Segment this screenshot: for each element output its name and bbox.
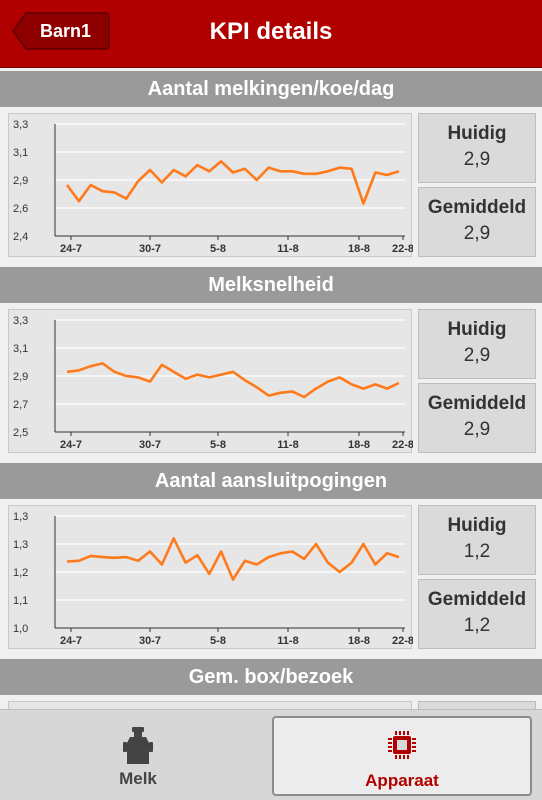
average-label: Gemiddeld (427, 197, 527, 218)
kpi-panel-milk-speed: 3,3 3,1 2,9 2,7 2,5 24-7 30-7 5-8 11-8 18-8 22-8 H… (0, 305, 542, 457)
average-value: 2,9 (463, 419, 491, 440)
tab-apparaat[interactable]: Apparaat (272, 716, 532, 796)
app-header: Barn1 KPI details (0, 0, 542, 68)
current-stat-box: Huidig 1,2 (418, 505, 536, 575)
tab-melk-label: Melk (119, 769, 157, 788)
y-tick-label: 3,3 (13, 315, 28, 327)
page-title: KPI details (209, 18, 333, 45)
y-tick-label: 1,1 (13, 595, 28, 607)
y-tick-label: 2,9 (13, 371, 28, 383)
x-tick-label: 5-8 (210, 635, 226, 647)
kpi-chart-milk-speed[interactable]: 3,3 3,1 2,9 2,7 2,5 24-7 30-7 5-8 11-8 18-8 22-8 (8, 309, 413, 453)
series-line (65, 159, 400, 205)
y-tick-label: 1,3 (13, 539, 28, 551)
series-line (66, 537, 400, 581)
x-tick-label: 22-8 (392, 439, 413, 451)
current-stat-box: Huidig 2,9 (418, 309, 536, 379)
current-value: 1,2 (463, 541, 491, 562)
kpi-title-attach-attempts: Aantal aansluitpogingen (0, 463, 542, 499)
bottom-tab-bar: Melk Apparaat (0, 709, 542, 800)
y-tick-label: 1,2 (13, 567, 28, 579)
x-tick-label: 30-7 (139, 635, 161, 647)
x-tick-label: 5-8 (210, 439, 226, 451)
average-label: Gemiddeld (427, 589, 527, 610)
average-stat-box: Gemiddeld 2,9 (418, 187, 536, 257)
kpi-panel-box-per-visit (0, 697, 542, 709)
y-tick-label: 1,0 (13, 623, 28, 635)
x-tick-label: 11-8 (277, 439, 298, 451)
average-label: Gemiddeld (427, 393, 527, 414)
current-stat-box (418, 701, 536, 709)
kpi-chart-attach-attempts[interactable]: 1,3 1,3 1,2 1,1 1,0 24-7 30-7 5-8 11-8 18-8 22-8 (8, 505, 413, 649)
chip-icon (388, 731, 416, 759)
x-tick-label: 24-7 (60, 243, 82, 255)
y-tick-label: 3,3 (13, 119, 28, 131)
line-chart-milk-speed: 3,3 3,1 2,9 2,7 2,5 24-7 30-7 5-8 11-8 18-8 22-8 (13, 315, 413, 451)
average-stat-box: Gemiddeld 1,2 (418, 579, 536, 649)
x-tick-label: 22-8 (392, 243, 413, 255)
line-chart-attach-attempts: 1,3 1,3 1,2 1,1 1,0 24-7 30-7 5-8 11-8 18-8 22-8 (13, 511, 413, 647)
series-line (66, 362, 400, 399)
x-tick-label: 30-7 (139, 243, 161, 255)
current-value: 2,9 (463, 149, 491, 170)
kpi-chart-milkings[interactable]: 3,3 3,1 2,9 2,6 2,4 24-7 30-7 5-8 11-8 18-8 22-8 (8, 113, 413, 257)
back-arrow-icon (12, 12, 110, 50)
kpi-title-milkings: Aantal melkingen/koe/dag (0, 71, 542, 107)
line-chart-milkings: 3,3 3,1 2,9 2,6 2,4 24-7 30-7 5-8 11-8 18-8 22-8 (13, 119, 413, 255)
tab-melk[interactable]: Melk (8, 716, 268, 796)
x-tick-label: 22-8 (392, 635, 413, 647)
x-tick-label: 24-7 (60, 439, 82, 451)
x-tick-label: 5-8 (210, 243, 226, 255)
back-button[interactable]: Barn1 (12, 12, 112, 50)
milk-can-icon (123, 727, 153, 764)
kpi-title-milk-speed: Melksnelheid (0, 267, 542, 303)
x-tick-label: 11-8 (277, 635, 298, 647)
average-value: 1,2 (463, 615, 491, 636)
x-tick-label: 18-8 (348, 243, 370, 255)
y-tick-label: 1,3 (13, 511, 28, 523)
x-tick-label: 18-8 (348, 439, 370, 451)
x-tick-label: 24-7 (60, 635, 82, 647)
x-tick-label: 30-7 (139, 439, 161, 451)
x-tick-label: 18-8 (348, 635, 370, 647)
back-button-label: Barn1 (40, 21, 92, 41)
y-tick-label: 2,7 (13, 399, 28, 411)
kpi-chart-box-per-visit (8, 701, 412, 709)
current-stat-box: Huidig 2,9 (418, 113, 536, 183)
average-value: 2,9 (463, 223, 491, 244)
tab-apparaat-label: Apparaat (365, 771, 439, 790)
kpi-panel-attach-attempts: 1,3 1,3 1,2 1,1 1,0 24-7 30-7 5-8 11-8 18-8 22-8 H… (0, 501, 542, 653)
kpi-panel-milkings: 3,3 3,1 2,9 2,6 2,4 24-7 30-7 5-8 11-8 18-8 22-8 H… (0, 109, 542, 261)
y-tick-label: 2,4 (13, 231, 28, 243)
average-stat-box: Gemiddeld 2,9 (418, 383, 536, 453)
current-value: 2,9 (463, 345, 491, 366)
kpi-title-box-per-visit: Gem. box/bezoek (0, 659, 542, 695)
current-label: Huidig (447, 319, 507, 340)
y-tick-label: 2,9 (13, 175, 28, 187)
current-label: Huidig (447, 515, 507, 536)
x-tick-label: 11-8 (277, 243, 298, 255)
y-tick-label: 2,6 (13, 203, 28, 215)
y-tick-label: 3,1 (13, 343, 28, 355)
y-tick-label: 2,5 (13, 427, 28, 439)
current-label: Huidig (447, 123, 507, 144)
y-tick-label: 3,1 (13, 147, 28, 159)
